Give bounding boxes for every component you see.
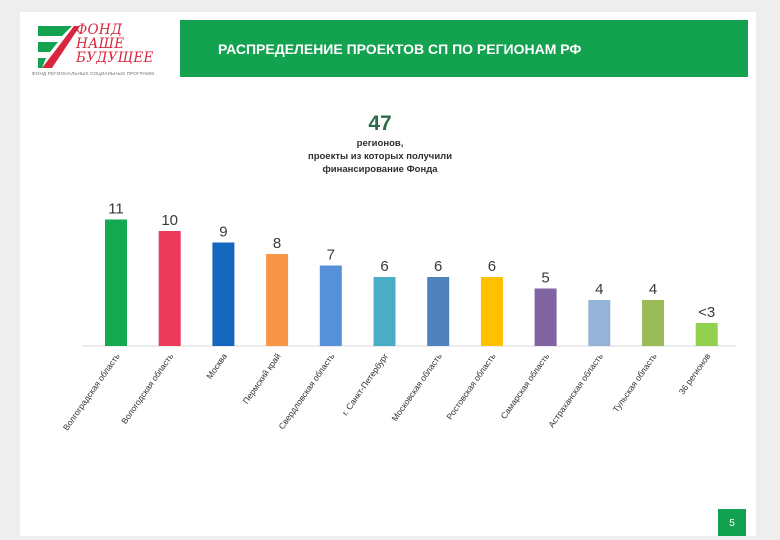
data-label: 6 [488, 258, 496, 275]
bar [695, 323, 718, 346]
bar [266, 254, 289, 346]
data-label: <3 [698, 304, 715, 321]
data-label: 10 [161, 212, 178, 229]
category-label: Пермский край [241, 351, 283, 405]
category-label: Астраханская область [546, 351, 605, 429]
data-label: 6 [434, 258, 442, 275]
category-label: Москва [204, 351, 229, 381]
fund-logo: ФОНД НАШЕ БУДУЩЕЕ ФОНД РЕГИОНАЛЬНЫХ СОЦИ… [32, 20, 172, 80]
category-label: Ростовская область [444, 351, 498, 422]
page-title: РАСПРЕДЕЛЕНИЕ ПРОЕКТОВ СП ПО РЕГИОНАМ РФ [218, 40, 582, 57]
logo-mark-icon [38, 26, 80, 68]
category-label: Московская область [390, 351, 445, 423]
caption-line: регионов, [356, 138, 404, 149]
logo-line: НАШЕ [76, 36, 125, 52]
category-label: Свердловская область [276, 351, 336, 431]
logo-line: БУДУЩЕЕ [76, 50, 154, 66]
bar [212, 242, 235, 346]
data-label: 6 [380, 258, 388, 275]
data-label: 4 [649, 281, 657, 298]
bar [588, 300, 611, 346]
data-label: 7 [327, 247, 335, 264]
logo-subtitle: ФОНД РЕГИОНАЛЬНЫХ СОЦИАЛЬНЫХ ПРОГРАММ [32, 71, 155, 76]
category-label: Самарская область [499, 351, 552, 421]
category-label: 36 регионов [677, 351, 713, 396]
header-bar: РАСПРЕДЕЛЕНИЕ ПРОЕКТОВ СП ПО РЕГИОНАМ РФ [180, 20, 748, 77]
data-label: 11 [108, 201, 124, 218]
bar [480, 277, 503, 346]
category-label: Волгоградская область [61, 351, 122, 432]
logo-wordmark: ФОНД НАШЕ БУДУЩЕЕ [76, 23, 176, 65]
bar-chart: 11 Волгоградская область 10 Вологодская обл… [61, 201, 736, 432]
category-label: Тульская область [611, 351, 659, 414]
logo-line: ФОНД [76, 22, 123, 38]
bar [105, 219, 127, 346]
bar [642, 300, 664, 346]
caption-line: проекты из которых получили [307, 151, 453, 162]
category-label: Вологодская область [119, 351, 176, 426]
caption-line: финансирование Фонда [322, 164, 438, 175]
page-number: 5 [718, 509, 746, 536]
slide: ФОНД НАШЕ БУДУЩЕЕ ФОНД РЕГИОНАЛЬНЫХ СОЦИ… [20, 12, 756, 536]
bar [427, 277, 450, 346]
data-label: 5 [541, 270, 549, 287]
regions-summary: 47 регионов, проекты из которых получили… [260, 112, 500, 176]
bar [319, 265, 342, 346]
bar [158, 231, 181, 346]
bar [373, 277, 396, 346]
data-label: 4 [595, 281, 603, 298]
data-label: 8 [273, 235, 281, 252]
category-label: г. Санкт-Петербург [340, 351, 390, 417]
regions-count: 47 [368, 112, 392, 135]
regions-caption: регионов, проекты из которых получили фи… [260, 137, 500, 176]
data-label: 9 [219, 224, 227, 241]
bar [534, 288, 557, 346]
